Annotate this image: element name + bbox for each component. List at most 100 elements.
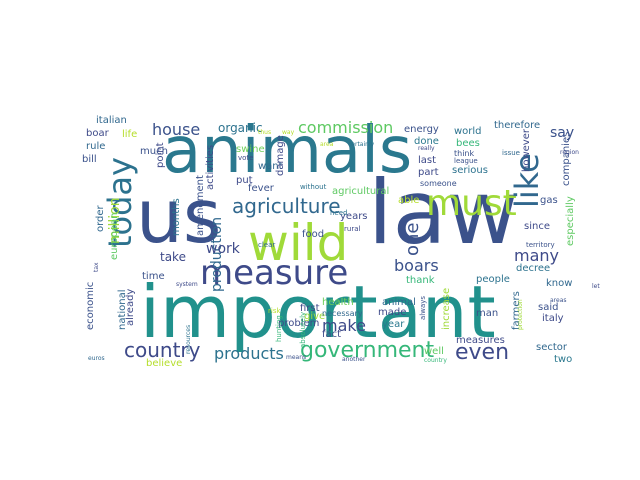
word-many: many (514, 246, 559, 265)
word-italy: italy (542, 313, 564, 324)
word-country-small: country (424, 357, 447, 364)
word-fact: fact (322, 329, 342, 340)
word-certainly: certainly (348, 141, 375, 148)
word-boars: boars (394, 256, 439, 275)
word-serious: serious (452, 165, 488, 176)
word-us: us (136, 174, 222, 260)
word-production: production (209, 216, 225, 292)
word-country: country (124, 338, 201, 362)
word-gas: gas (540, 195, 558, 206)
word-necessary: necessary (322, 309, 363, 318)
word-fever: fever (248, 183, 274, 194)
word-increase: increase (441, 287, 452, 330)
word-life: life (122, 129, 138, 140)
word-well: well (424, 346, 444, 357)
word-like: like (508, 153, 546, 208)
word-decree: decree (516, 263, 551, 274)
word-million: million (107, 197, 123, 244)
word-animal: animal (382, 297, 416, 308)
word-activities: activities (205, 144, 216, 190)
word-today: today (101, 157, 139, 248)
word-able: able (398, 195, 420, 206)
word-need: need (330, 209, 348, 217)
word-part: part (418, 167, 439, 178)
word-means: means (286, 354, 307, 361)
word-people: people (476, 274, 510, 285)
word-way: way (282, 129, 295, 136)
word-said: said (538, 302, 559, 313)
word-swine: swine (236, 144, 265, 155)
word-world: world (454, 126, 482, 137)
word-therefore: therefore (494, 120, 541, 131)
word-even: even (455, 340, 510, 365)
word-wild: wild (248, 214, 349, 272)
word-much: much (140, 146, 168, 157)
word-put: put (236, 175, 253, 186)
word-bees: bees (456, 138, 480, 149)
word-rule: rule (86, 141, 106, 152)
word-one: one (402, 222, 423, 257)
word-measures: measures (456, 335, 505, 346)
word-region: region (560, 149, 579, 156)
word-point: point (155, 142, 166, 168)
word-must: must (426, 183, 517, 224)
word-organic: organic (218, 121, 263, 135)
word-really: really (418, 145, 435, 152)
word-health: health (322, 297, 354, 308)
word-believe: believe (146, 358, 183, 369)
word-sector: sector (536, 342, 568, 353)
word-year: year (382, 319, 405, 330)
word-rural: rural (344, 225, 361, 233)
word-measure: measure (200, 253, 349, 293)
word-commission: commission (298, 118, 394, 137)
word-area: area (320, 141, 334, 148)
word-thank: thank (406, 275, 435, 286)
word-done: done (414, 136, 439, 147)
word-months: months (171, 198, 182, 236)
word-system: system (176, 281, 198, 288)
word-however: however (521, 129, 532, 172)
word-know: know (546, 278, 573, 289)
word-let: let (592, 283, 600, 290)
word-want: want (258, 161, 283, 172)
word-animals: animals (162, 114, 413, 188)
word-work: work (206, 241, 240, 257)
word-last: last (418, 155, 437, 166)
word-years: years (340, 211, 368, 222)
word-companies: companies (561, 131, 572, 186)
word-economic: economic (85, 281, 96, 330)
word-make: make (322, 316, 366, 335)
word-made: made (378, 307, 407, 318)
word-energy: energy (404, 124, 439, 135)
word-say: say (550, 125, 575, 141)
word-always: always (419, 295, 427, 320)
word-damage: damage (275, 135, 286, 176)
word-bill: bill (82, 154, 97, 165)
word-take: take (160, 250, 186, 264)
word-time: time (142, 271, 165, 282)
word-think: think (454, 149, 475, 158)
word-farmers: farmers (511, 291, 522, 330)
word-boar: boar (86, 128, 109, 139)
word-thus: thus (258, 129, 272, 136)
word-absolutely: absolutely (299, 311, 307, 348)
word-tax: tax (93, 262, 100, 272)
word-territory: territory (526, 241, 555, 249)
word-order: order (95, 205, 106, 232)
word-someone: someone (420, 179, 457, 188)
word-man: man (476, 308, 499, 319)
word-clear: clear (258, 241, 276, 249)
word-european: european (109, 212, 120, 260)
word-agricultural: agricultural (332, 186, 390, 197)
word-problem: problem (278, 318, 320, 329)
word-vote: vote (238, 154, 254, 162)
word-give: give (304, 311, 326, 322)
word-government: government (300, 338, 435, 363)
word-risk: risk (268, 307, 281, 315)
word-protection: protection (517, 299, 524, 330)
word-agriculture: agriculture (232, 194, 341, 218)
word-without: without (300, 183, 327, 191)
word-issue: issue (502, 149, 520, 157)
